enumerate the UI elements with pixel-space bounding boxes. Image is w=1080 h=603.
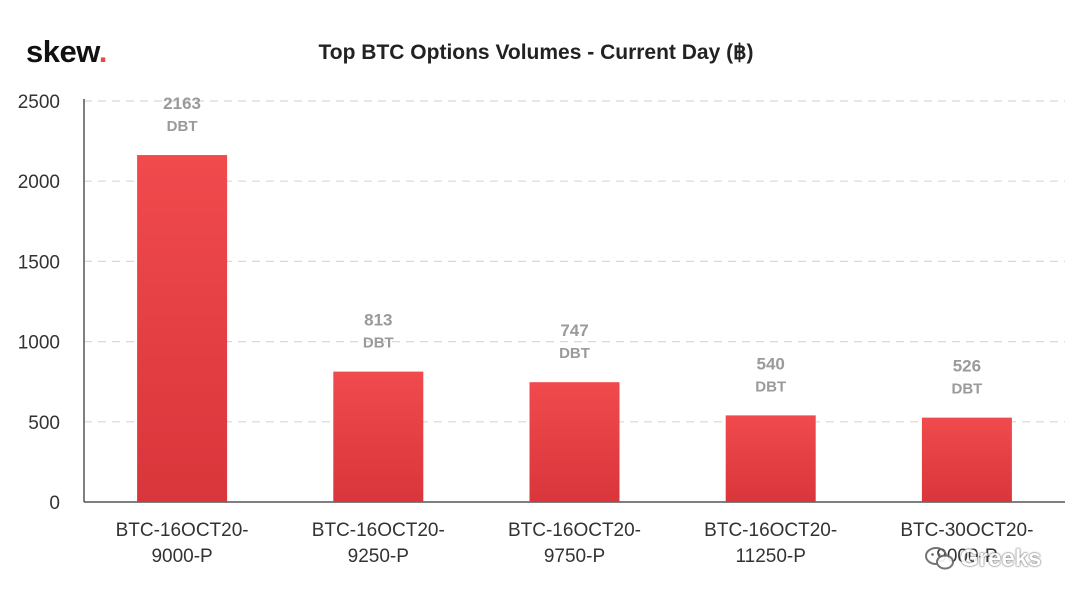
bar	[725, 415, 816, 502]
data-label-value: 540	[757, 354, 785, 373]
data-label-unit: DBT	[363, 335, 394, 352]
data-label-unit: DBT	[559, 345, 590, 362]
y-tick-label: 500	[28, 413, 60, 434]
data-label-value: 747	[560, 321, 588, 340]
x-tick-label: BTC-16OCT20-	[508, 520, 641, 541]
brand-name: skew	[26, 34, 99, 69]
data-label-unit: DBT	[951, 381, 982, 398]
gridlines	[84, 100, 1065, 423]
data-labels: 2163 DBT 813 DBT 747 DBT 540 DBT 526 DBT	[163, 94, 982, 398]
axes: 0 500 1000 1500 2000 2500	[18, 92, 1065, 514]
watermark-text: Greeks	[960, 545, 1042, 572]
x-tick-label: BTC-30OCT20-	[900, 520, 1033, 541]
x-tick-label: BTC-16OCT20-	[116, 520, 249, 541]
brand-logo: skew.	[26, 34, 107, 70]
y-tick-label: 1000	[18, 333, 60, 354]
bar	[333, 371, 424, 502]
data-label-value: 2163	[163, 94, 201, 113]
x-tick-label: BTC-16OCT20-	[704, 520, 837, 541]
data-label-unit: DBT	[755, 378, 786, 395]
bar	[921, 417, 1012, 502]
y-tick-label: 0	[49, 493, 60, 514]
data-label-value: 813	[364, 311, 392, 330]
bars	[137, 155, 1012, 502]
x-tick-label: 9000-P	[151, 546, 212, 567]
data-label-value: 526	[953, 357, 981, 376]
bar	[137, 155, 228, 502]
watermark: Greeks	[924, 542, 1041, 576]
x-tick-label: BTC-16OCT20-	[312, 520, 445, 541]
y-tick-label: 1500	[18, 252, 60, 273]
brand-dot: .	[98, 34, 108, 69]
bar	[529, 382, 620, 502]
x-tick-label: 11250-P	[735, 546, 805, 567]
data-label-unit: DBT	[167, 118, 198, 135]
y-tick-label: 2500	[18, 92, 60, 113]
chart-title: Top BTC Options Volumes - Current Day (฿…	[318, 41, 754, 64]
x-tick-label: 9250-P	[348, 546, 409, 567]
y-tick-label: 2000	[18, 172, 60, 193]
x-tick-label: 9750-P	[544, 546, 605, 567]
x-tick-labels: BTC-16OCT20- 9000-P BTC-16OCT20- 9250-P BTC-…	[116, 520, 1034, 567]
wechat-icon	[925, 547, 954, 570]
